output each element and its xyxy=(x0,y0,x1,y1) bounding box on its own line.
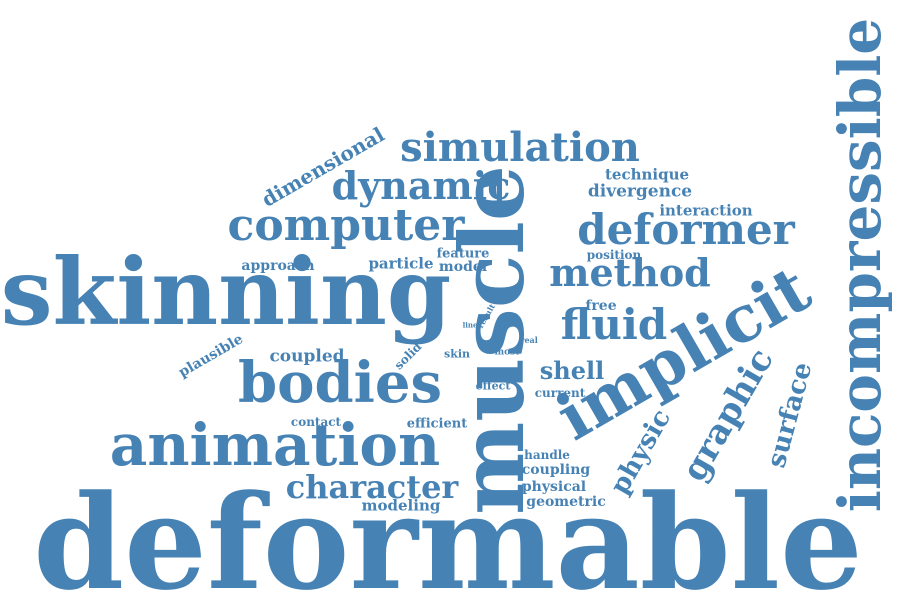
word-contact: contact xyxy=(291,416,341,428)
word-divergence: divergence xyxy=(588,184,692,201)
word-fast: fast xyxy=(497,318,504,333)
word-handle: handle xyxy=(524,449,570,461)
word-current: current xyxy=(535,387,586,399)
word-coupling: coupling xyxy=(522,463,590,477)
word-position: position xyxy=(587,249,642,261)
word-particle: particle xyxy=(368,257,433,272)
word-animation: animation xyxy=(110,416,440,474)
word-computer: computer xyxy=(228,204,465,248)
word-model: model xyxy=(439,260,487,274)
word-free: free xyxy=(585,299,616,313)
word-efficient: efficient xyxy=(407,418,467,431)
word-shell: shell xyxy=(540,359,604,383)
word-real: real xyxy=(520,336,538,344)
word-effect: effect xyxy=(476,381,511,392)
word-incompressible: incompressible xyxy=(831,18,889,512)
word-geometric: geometric xyxy=(526,495,605,509)
word-technique: technique xyxy=(605,168,689,183)
word-approach: approach xyxy=(241,259,314,273)
word-simulation: simulation xyxy=(400,128,640,168)
word-coupled: coupled xyxy=(269,349,344,366)
word-dynamic: dynamic xyxy=(332,167,511,205)
word-modeling: modeling xyxy=(362,499,441,514)
word-physical: physical xyxy=(522,480,586,494)
word-skin: skin xyxy=(444,349,470,360)
word-most: most xyxy=(495,349,520,358)
word-interaction: interaction xyxy=(659,204,752,219)
word-feature: feature xyxy=(437,248,490,261)
